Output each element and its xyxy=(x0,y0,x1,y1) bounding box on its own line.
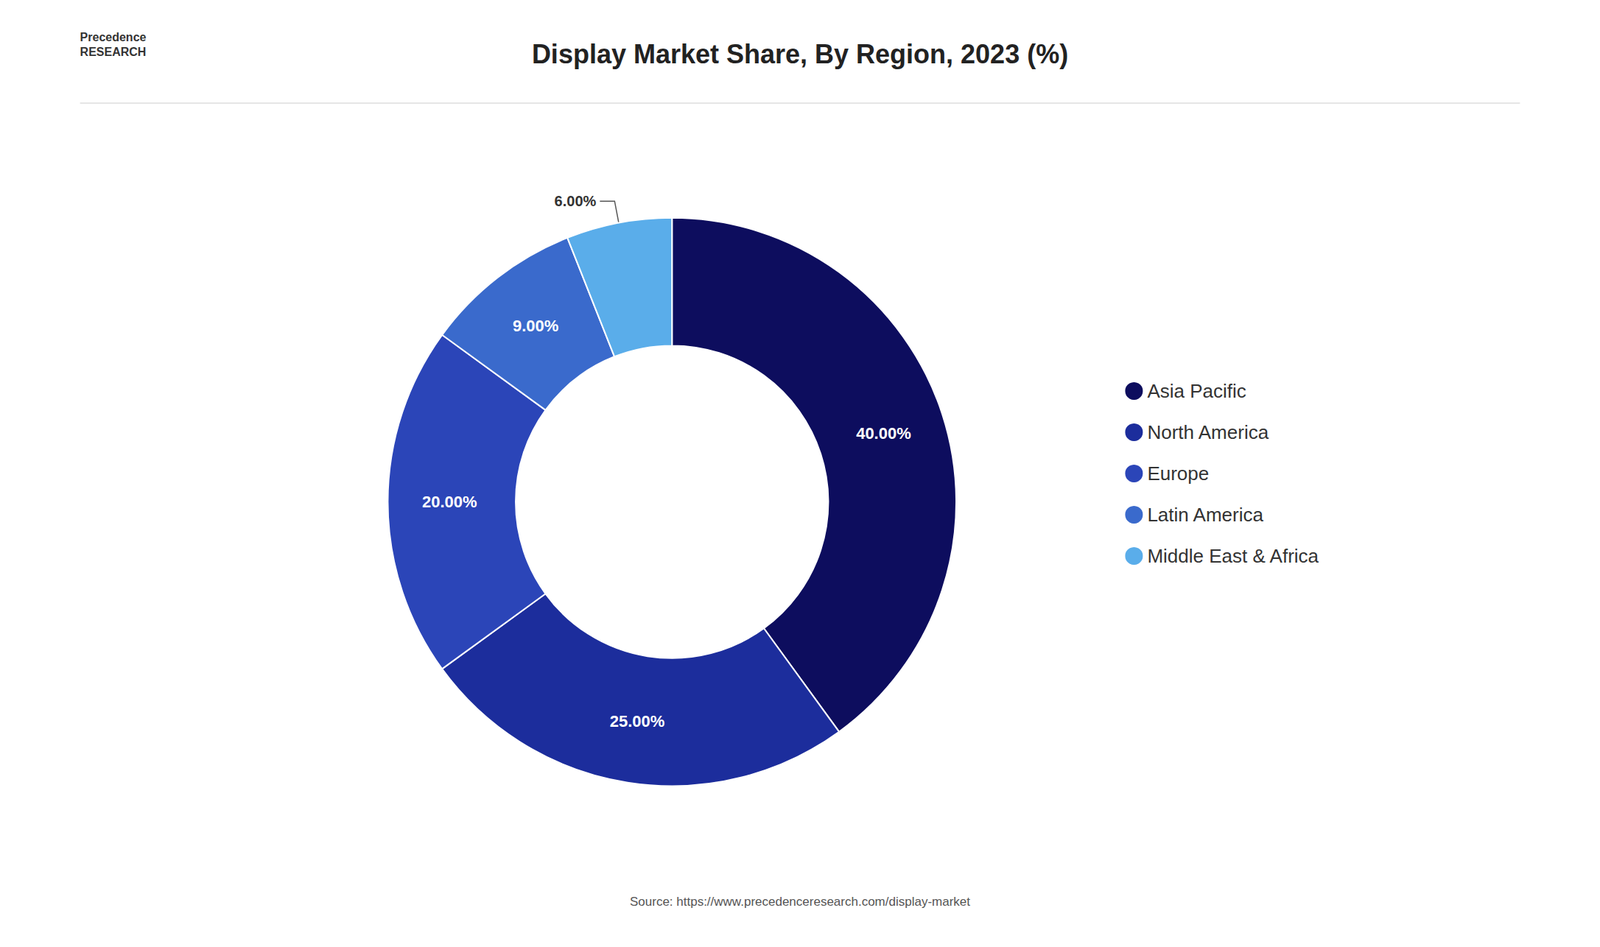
svg-text:Middle East & Africa: Middle East & Africa xyxy=(1146,545,1319,568)
svg-text:North America: North America xyxy=(1146,421,1269,444)
svg-text:9.00%: 9.00% xyxy=(512,316,559,336)
svg-text:Source: https://www.precedence: Source: https://www.precedenceresearch.c… xyxy=(629,895,971,910)
svg-text:25.00%: 25.00% xyxy=(609,712,666,731)
svg-text:Precedence: Precedence xyxy=(80,30,147,44)
svg-text:Latin America: Latin America xyxy=(1146,503,1264,526)
svg-text:Europe: Europe xyxy=(1146,462,1209,485)
svg-text:RESEARCH: RESEARCH xyxy=(80,45,147,59)
svg-text:20.00%: 20.00% xyxy=(422,492,478,512)
svg-text:Asia Pacific: Asia Pacific xyxy=(1146,380,1246,403)
svg-text:Display Market Share, By Regio: Display Market Share, By Region, 2023 (%… xyxy=(531,39,1069,70)
svg-text:40.00%: 40.00% xyxy=(855,424,912,443)
svg-text:6.00%: 6.00% xyxy=(554,193,597,210)
